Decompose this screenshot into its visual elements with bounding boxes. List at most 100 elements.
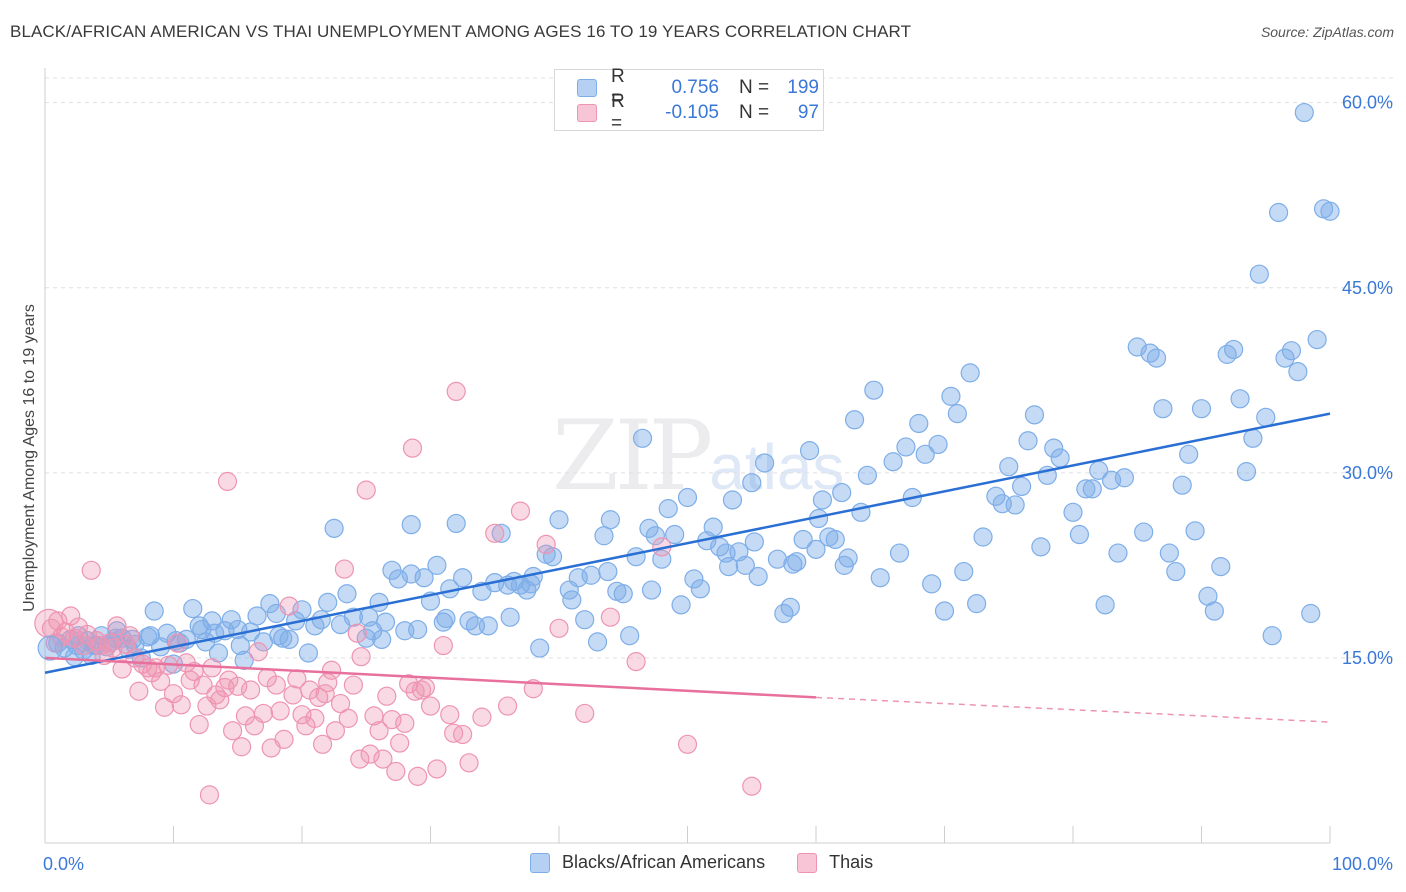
thais-point xyxy=(373,749,393,769)
blacks-point xyxy=(1159,543,1179,563)
blacks-point xyxy=(1301,603,1321,624)
thais-point xyxy=(350,749,370,769)
thais-point xyxy=(266,675,286,695)
legend-swatch-blacks xyxy=(530,852,550,873)
blacks-point xyxy=(600,510,621,530)
thais-point xyxy=(369,721,389,741)
trend-line-blacks xyxy=(44,412,1331,674)
blacks-point xyxy=(1211,557,1231,577)
blacks-point xyxy=(1262,626,1282,646)
thais-point xyxy=(274,729,294,749)
thais-point xyxy=(395,713,415,733)
blacks-point xyxy=(1069,524,1090,545)
blacks-point xyxy=(928,434,948,455)
grid-lines xyxy=(45,77,1395,659)
blacks-point xyxy=(530,638,550,658)
thais-point xyxy=(107,616,127,636)
blacks-point xyxy=(626,547,646,567)
blacks-point xyxy=(780,597,800,617)
blacks-point xyxy=(1134,522,1154,542)
blacks-point xyxy=(1191,399,1212,419)
blacks-point xyxy=(986,486,1006,506)
legend-item-blacks[interactable]: Blacks/African Americans xyxy=(530,852,765,873)
blacks-point xyxy=(870,568,890,588)
thais-point xyxy=(575,703,595,724)
blacks-point xyxy=(641,580,662,600)
thais-point xyxy=(73,635,94,656)
legend-n-label: N = xyxy=(739,102,770,123)
thais-point xyxy=(34,608,64,638)
blacks-point xyxy=(311,610,331,630)
blacks-point xyxy=(1185,521,1205,541)
blacks-point xyxy=(864,380,884,400)
blacks-point xyxy=(909,413,929,434)
blacks-point xyxy=(915,444,935,464)
blacks-point xyxy=(1114,468,1135,488)
blacks-point xyxy=(183,598,203,619)
blacks-point xyxy=(446,513,466,534)
thais-point xyxy=(199,785,220,805)
legend-label-thais: Thais xyxy=(829,852,874,872)
blacks-point xyxy=(812,490,833,510)
blacks-point xyxy=(1005,495,1025,515)
blacks-point xyxy=(1146,348,1167,368)
x-tick-label: 100.0% xyxy=(1332,854,1393,874)
thais-point xyxy=(677,734,698,754)
blacks-point xyxy=(1095,595,1115,615)
blacks-point xyxy=(1243,428,1263,448)
thais-point xyxy=(103,638,123,658)
thais-point xyxy=(228,676,248,696)
blacks-point xyxy=(559,580,579,600)
chart-title: BLACK/AFRICAN AMERICAN VS THAI UNEMPLOYM… xyxy=(10,22,912,41)
legend-item-thais[interactable]: Thais xyxy=(797,852,873,873)
blacks-point xyxy=(1172,475,1192,495)
thais-point xyxy=(283,685,303,705)
blacks-point xyxy=(247,606,267,626)
correlation-legend: R = 0.756 N = 199 R = -0.105 N = 97 xyxy=(554,66,824,134)
blacks-point xyxy=(1204,601,1224,621)
blacks-point xyxy=(453,568,473,588)
thais-point xyxy=(626,652,646,672)
blacks-point xyxy=(832,482,852,503)
blacks-point xyxy=(1082,479,1102,499)
thais-point xyxy=(292,705,312,725)
blacks-point xyxy=(359,607,379,627)
blacks-point xyxy=(1217,344,1237,364)
legend-swatch-thais xyxy=(577,104,597,122)
blacks-point xyxy=(192,619,212,640)
thais-point xyxy=(315,684,335,704)
thais-point xyxy=(279,596,299,616)
blacks-point xyxy=(1249,264,1269,284)
data-points xyxy=(34,102,1340,805)
blacks-point xyxy=(1179,444,1199,464)
blacks-point xyxy=(677,487,698,508)
legend-r-label: R = xyxy=(611,66,625,109)
blacks-point xyxy=(665,524,685,545)
blacks-point xyxy=(793,529,813,550)
source-label: Source: ZipAtlas.com xyxy=(1260,24,1394,40)
thais-point xyxy=(241,680,261,700)
blacks-point xyxy=(221,610,241,630)
series-legend: Blacks/African Americans Thais xyxy=(530,852,905,873)
y-tick-label: 45.0% xyxy=(1342,278,1393,298)
blacks-point xyxy=(318,592,338,612)
blacks-point xyxy=(324,518,344,538)
blacks-point xyxy=(999,457,1019,477)
blacks-point xyxy=(1166,561,1186,582)
thais-point xyxy=(171,695,191,715)
blacks-point xyxy=(1076,479,1096,499)
legend-n-label: N = xyxy=(739,77,770,98)
blacks-point xyxy=(401,564,421,584)
blacks-point xyxy=(857,465,878,485)
thais-point xyxy=(129,681,149,701)
thais-point xyxy=(402,438,423,458)
thais-point xyxy=(112,659,132,679)
blacks-point xyxy=(1031,537,1051,557)
blacks-point xyxy=(834,555,854,575)
blacks-point xyxy=(427,555,447,575)
blacks-point xyxy=(478,616,498,636)
blacks-point xyxy=(1063,502,1083,522)
thais-point xyxy=(167,633,187,653)
blacks-point xyxy=(436,608,456,629)
blacks-point xyxy=(883,452,903,472)
